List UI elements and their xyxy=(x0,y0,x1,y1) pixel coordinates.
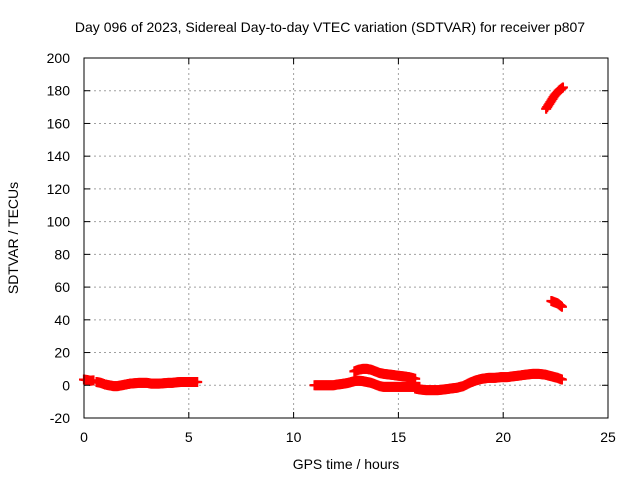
chart-title: Day 096 of 2023, Sidereal Day-to-day VTE… xyxy=(75,19,585,35)
data-point xyxy=(410,373,421,384)
y-tick-label: 120 xyxy=(47,181,71,197)
series-segment-2 xyxy=(91,377,203,392)
y-tick-label: 0 xyxy=(62,377,70,393)
axis-ticks: 0 5 10 15 20 25 -20 0 20 40 60 80 100 120 140 160 180 200 xyxy=(47,50,616,445)
x-tick-label: 25 xyxy=(600,429,616,445)
y-tick-label: 60 xyxy=(54,279,70,295)
y-tick-label: 40 xyxy=(54,312,70,328)
x-tick-label: 10 xyxy=(286,429,302,445)
data-point xyxy=(556,374,567,385)
y-tick-label: 180 xyxy=(47,83,71,99)
x-tick-label: 15 xyxy=(391,429,407,445)
y-tick-label: 160 xyxy=(47,115,71,131)
x-tick-label: 0 xyxy=(80,429,88,445)
series-segment-7 xyxy=(546,296,567,312)
data-marks xyxy=(79,82,568,396)
data-point xyxy=(556,301,567,312)
series-segment-6 xyxy=(541,82,568,114)
grid-layer xyxy=(84,58,608,418)
series-segment-5 xyxy=(410,368,567,396)
y-tick-label: 100 xyxy=(47,214,71,230)
y-tick-label: 140 xyxy=(47,148,71,164)
series-segment-4 xyxy=(349,363,421,384)
data-point xyxy=(557,82,568,93)
data-point xyxy=(192,377,203,387)
y-axis-label: SDTVAR / TECUs xyxy=(5,182,21,294)
plot-frame xyxy=(83,57,609,419)
x-tick-label: 20 xyxy=(495,429,511,445)
y-tick-label: -20 xyxy=(50,410,70,426)
y-tick-label: 20 xyxy=(54,345,70,361)
x-axis-label: GPS time / hours xyxy=(293,456,400,472)
x-tick-label: 5 xyxy=(185,429,193,445)
y-tick-label: 200 xyxy=(47,50,71,66)
series-segment-3 xyxy=(309,375,425,392)
y-tick-label: 80 xyxy=(54,246,70,262)
